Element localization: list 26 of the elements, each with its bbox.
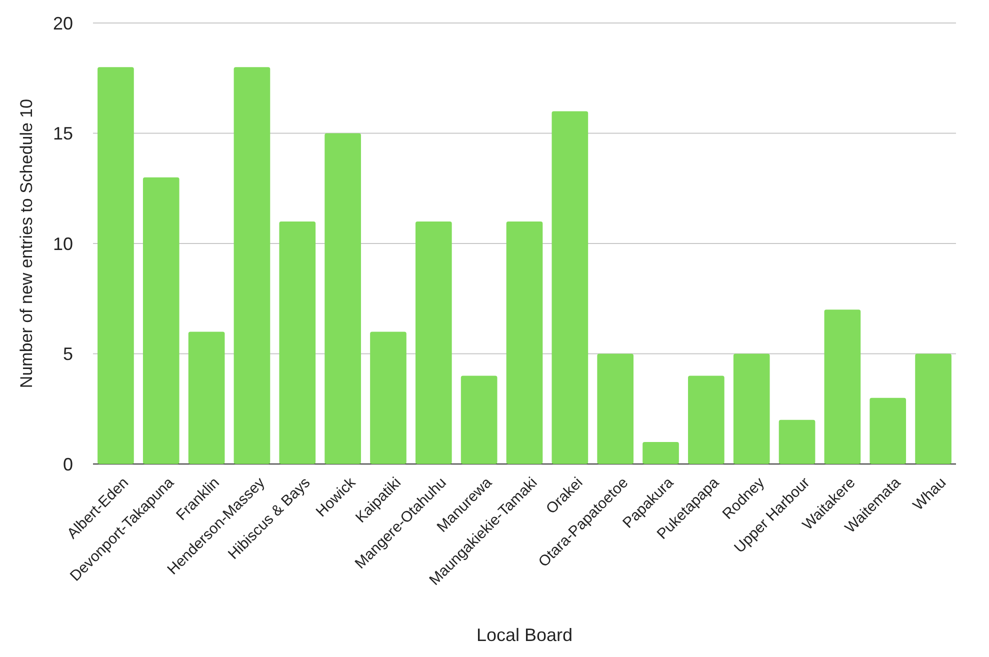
bar bbox=[188, 332, 225, 464]
bar bbox=[142, 177, 180, 464]
bar bbox=[915, 354, 952, 464]
bar bbox=[460, 376, 498, 464]
y-tick-label: 5 bbox=[62, 344, 73, 364]
bar bbox=[279, 221, 316, 464]
bar bbox=[642, 442, 679, 464]
bar bbox=[415, 221, 452, 464]
y-tick-label: 10 bbox=[52, 234, 73, 254]
bar bbox=[506, 221, 543, 464]
bar bbox=[324, 133, 361, 464]
y-axis-title: Number of new entries to Schedule 10 bbox=[17, 98, 36, 388]
y-tick-label: 15 bbox=[52, 124, 73, 144]
bar bbox=[552, 111, 588, 464]
y-tick-label: 0 bbox=[62, 454, 73, 474]
bar bbox=[870, 398, 906, 464]
bar bbox=[370, 332, 406, 464]
bar bbox=[597, 354, 634, 464]
bar bbox=[778, 420, 816, 464]
x-axis-title: Local Board bbox=[476, 625, 573, 645]
y-tick-label: 20 bbox=[52, 13, 73, 34]
bar bbox=[824, 310, 861, 464]
bar bbox=[234, 67, 270, 464]
bar bbox=[688, 376, 724, 464]
bar bbox=[733, 354, 770, 464]
bar bbox=[98, 67, 134, 464]
